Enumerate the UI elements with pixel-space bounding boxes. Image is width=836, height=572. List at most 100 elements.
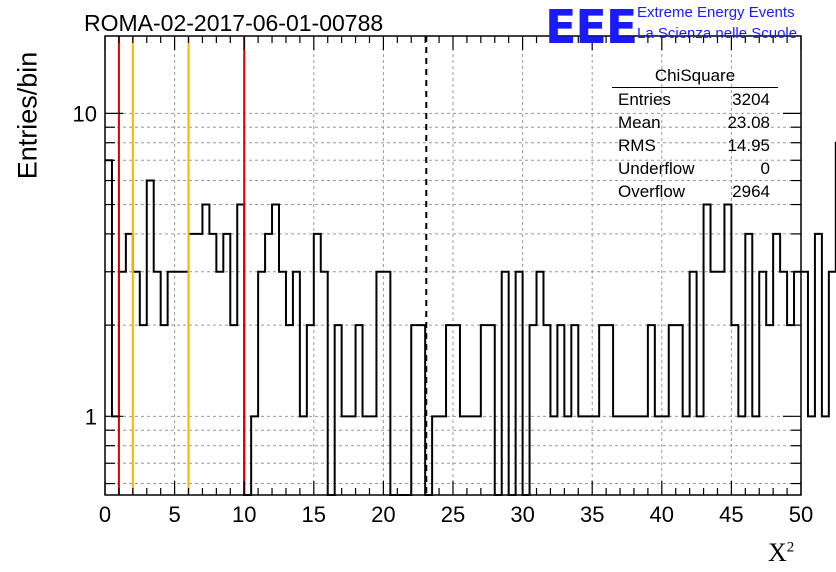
stats-label: Entries <box>618 90 671 109</box>
stats-box: ChiSquare Entries 3204 Mean 23.08 RMS 14… <box>612 66 778 205</box>
histogram-bin <box>154 272 161 495</box>
histogram-outline <box>105 141 836 496</box>
histogram-bin <box>599 325 606 495</box>
x-tick-label: 35 <box>580 502 604 527</box>
grid-layer <box>105 36 801 495</box>
stats-title: ChiSquare <box>612 66 778 88</box>
histogram-bin <box>376 272 383 495</box>
x-tick-label: 0 <box>99 502 111 527</box>
x-tick-label: 15 <box>302 502 326 527</box>
tick-labels-layer: 0 5 10 15 20 25 30 35 40 45 50 1 10 <box>73 101 814 527</box>
histogram-bin <box>815 234 822 495</box>
histogram-bin <box>516 272 523 495</box>
stats-row-overflow: Overflow 2964 <box>612 182 778 205</box>
logo-line-2: La Scienza nelle Scuole <box>637 25 798 42</box>
stats-row-rms: RMS 14.95 <box>612 136 778 159</box>
histogram-bin <box>140 325 147 495</box>
chart-title: ROMA-02-2017-06-01-00788 <box>84 10 384 36</box>
stats-value: 0 <box>760 159 770 178</box>
histogram-bin <box>571 325 578 495</box>
eee-logo: EEE <box>545 0 637 54</box>
y-axis-label: Entries/bin <box>12 51 43 180</box>
histogram-bin <box>105 160 112 495</box>
x-tick-label: 25 <box>441 502 465 527</box>
stats-row-underflow: Underflow 0 <box>612 159 778 182</box>
histogram-layer <box>105 141 836 496</box>
histogram-bin <box>690 272 697 495</box>
histogram-bin <box>133 272 140 495</box>
histogram-bin <box>648 325 655 495</box>
histogram-bin <box>537 272 544 495</box>
x-tick-label: 50 <box>789 502 813 527</box>
stats-value: 23.08 <box>727 113 770 132</box>
histogram-bin <box>237 205 244 495</box>
x-tick-label: 5 <box>168 502 180 527</box>
histogram-bin <box>209 234 216 495</box>
histogram-bin <box>787 325 794 495</box>
histogram-bin <box>356 325 363 495</box>
x-tick-label: 30 <box>510 502 534 527</box>
histogram-bin <box>307 325 314 495</box>
histogram-bin <box>711 272 718 495</box>
x-tick-label: 20 <box>371 502 395 527</box>
histogram-bin <box>530 325 537 495</box>
histogram-bin <box>794 272 801 495</box>
x-tick-label: 10 <box>232 502 256 527</box>
histogram-bin <box>272 205 279 495</box>
histogram-bin <box>801 272 808 495</box>
stats-row-mean: Mean 23.08 <box>612 113 778 136</box>
histogram-bin <box>147 181 154 495</box>
histogram-bin <box>669 325 676 495</box>
histogram-bin <box>481 325 488 495</box>
histogram-bin <box>488 325 495 495</box>
x-tick-label: 40 <box>650 502 674 527</box>
histogram-bin <box>759 272 766 495</box>
histogram-bin <box>279 272 286 495</box>
histogram-bin <box>766 325 773 495</box>
histogram-bin <box>829 272 836 495</box>
logo-line-1: Extreme Energy Events <box>637 4 795 21</box>
histogram-bin <box>195 234 202 495</box>
histogram-bin <box>411 325 418 495</box>
histogram-bin <box>202 205 209 495</box>
histogram-bin <box>223 234 230 495</box>
x-tick-label: 45 <box>719 502 743 527</box>
histogram-bin <box>293 272 300 495</box>
stats-label: Overflow <box>618 182 686 201</box>
histogram-bin <box>745 234 752 495</box>
stats-label: Mean <box>618 113 661 132</box>
histogram-bin <box>168 272 175 495</box>
histogram-bin <box>676 325 683 495</box>
stats-value: 14.95 <box>727 136 770 155</box>
histogram-bin <box>446 325 453 495</box>
histogram-bin <box>724 205 731 495</box>
histogram-bin <box>773 234 780 495</box>
histogram-bin <box>258 272 265 495</box>
histogram-bin <box>161 325 168 495</box>
stats-value: 3204 <box>732 90 770 109</box>
histogram-bin <box>321 272 328 495</box>
stats-row-entries: Entries 3204 <box>612 90 778 113</box>
histogram-bin <box>216 272 223 495</box>
histogram-bin <box>453 325 460 495</box>
histogram-bin <box>808 416 815 495</box>
histogram-bin <box>502 272 509 495</box>
histogram-bin <box>822 416 829 495</box>
histogram-bin <box>314 234 321 495</box>
histogram-bin <box>175 272 182 495</box>
histogram-bin <box>780 272 787 495</box>
histogram-bin <box>418 325 425 495</box>
stats-label: RMS <box>618 136 656 155</box>
histogram-bin <box>286 325 293 495</box>
stats-value: 2964 <box>732 182 770 201</box>
histogram-bin <box>606 325 613 495</box>
histogram-bin <box>383 272 390 495</box>
y-tick-label: 10 <box>73 101 97 126</box>
histogram-bin <box>189 234 196 495</box>
histogram-bin <box>335 325 342 495</box>
histogram-bin <box>543 325 550 495</box>
histogram-bin <box>731 325 738 495</box>
x-axis-label-sup: 2 <box>786 539 795 556</box>
histogram-bin <box>126 234 133 495</box>
